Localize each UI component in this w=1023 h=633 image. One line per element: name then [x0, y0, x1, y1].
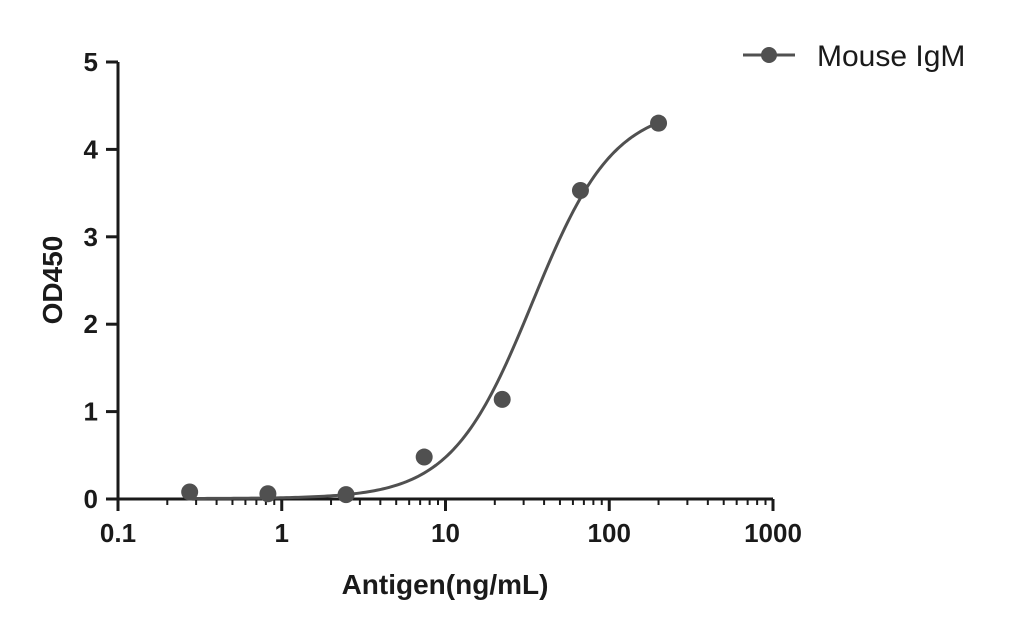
x-tick-label: 100	[588, 518, 631, 548]
data-point	[571, 181, 589, 199]
axes	[116, 62, 773, 501]
data-point	[259, 485, 277, 503]
legend-marker	[761, 47, 777, 63]
y-tick-label: 1	[84, 397, 98, 427]
y-tick-label: 4	[84, 134, 99, 164]
x-ticks: 0.1 1 10 100 1000	[100, 499, 802, 548]
y-tick-label: 5	[84, 47, 98, 77]
legend: Mouse IgM	[743, 40, 965, 73]
y-axis-title: OD450	[37, 236, 68, 325]
x-tick-label: 0.1	[100, 518, 136, 548]
fit-curve	[189, 121, 660, 500]
y-ticks: 0 1 2 3 4 5	[84, 47, 118, 514]
x-tick-label: 10	[431, 518, 460, 548]
x-tick-label: 1	[275, 518, 289, 548]
legend-label: Mouse IgM	[817, 40, 965, 73]
data-point	[650, 114, 668, 132]
x-tick-label: 1000	[744, 518, 802, 548]
data-point	[181, 483, 199, 501]
data-point	[337, 486, 355, 504]
data-point	[415, 448, 433, 466]
x-axis-title: Antigen(ng/mL)	[342, 569, 549, 600]
data-points	[181, 114, 668, 504]
y-tick-label: 0	[84, 484, 98, 514]
y-tick-label: 2	[84, 309, 98, 339]
y-tick-label: 3	[84, 222, 98, 252]
data-point	[493, 390, 511, 408]
